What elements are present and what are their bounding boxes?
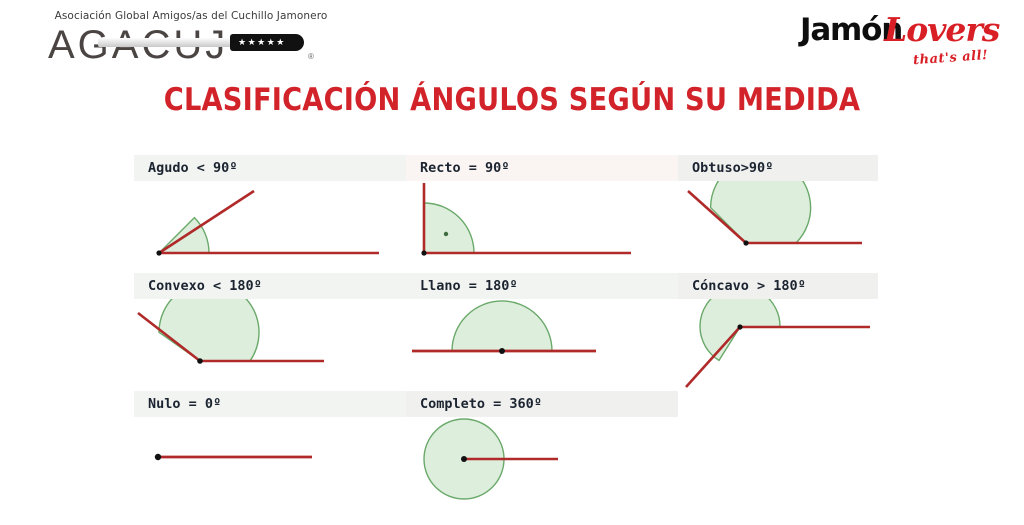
knife-handle-icon <box>230 34 304 51</box>
agacuj-tagline: Asociación Global Amigos/as del Cuchillo… <box>54 10 328 22</box>
angle-label-agudo: Agudo < 90º <box>134 155 406 181</box>
angle-classification-grid: Agudo < 90º Recto = 90º <box>134 155 890 501</box>
angle-vertex-dot <box>499 348 505 354</box>
angle-card-completo: Completo = 360º <box>406 391 678 501</box>
angle-card-convexo: Convexo < 180º <box>134 273 406 391</box>
angle-card-nulo: Nulo = 0º <box>134 391 406 501</box>
angle-vertex-dot <box>743 240 749 246</box>
angle-vertex-dot <box>197 358 203 364</box>
page-title: CLASIFICACIÓN ÁNGULOS SEGÚN SU MEDIDA <box>163 82 861 118</box>
ham-knife-icon: ★★★★★ <box>98 34 304 51</box>
angle-vertex-dot <box>461 456 467 462</box>
angle-row: Agudo < 90º Recto = 90º <box>134 155 890 273</box>
angle-diagram-nulo <box>134 417 386 509</box>
angle-label-completo: Completo = 360º <box>406 391 678 417</box>
angle-label-llano: Llano = 180º <box>406 273 678 299</box>
angle-diagram-agudo <box>134 181 386 273</box>
angle-card-agudo: Agudo < 90º <box>134 155 406 273</box>
angle-sector-convexo <box>158 299 260 362</box>
angle-vertex-dot <box>737 324 743 330</box>
angle-diagram-obtuso <box>678 181 930 273</box>
jamonlovers-word-jamon: Jamón <box>800 12 903 48</box>
registered-trademark-mark: ® <box>308 52 314 61</box>
angle-ray-slanted <box>137 311 201 363</box>
angle-label-recto: Recto = 90º <box>406 155 678 181</box>
angle-sector-recto <box>423 202 475 254</box>
right-angle-marker-dot <box>443 231 449 237</box>
angle-diagram-recto <box>406 181 658 273</box>
five-stars-icon: ★★★★★ <box>238 37 286 47</box>
angle-vertex-dot <box>421 250 427 256</box>
jamonlovers-logo: Jamón Lovers that's all! <box>800 12 1000 72</box>
angle-sector-obtuso <box>709 181 812 244</box>
angle-sector-llano <box>451 300 553 352</box>
angle-label-concavo: Cóncavo > 180º <box>678 273 878 299</box>
angle-row: Convexo < 180º Llano = 180º <box>134 273 890 391</box>
knife-blade-icon <box>98 38 236 47</box>
angle-card-llano: Llano = 180º <box>406 273 678 391</box>
angle-vertex-dot <box>156 250 162 256</box>
angle-row: Nulo = 0º Completo = 360º <box>134 391 890 501</box>
angle-ray-slanted <box>687 190 747 244</box>
jamonlovers-word-lovers: Lovers <box>884 10 1000 49</box>
angle-label-obtuso: Obtuso>90º <box>678 155 878 181</box>
angle-card-obtuso: Obtuso>90º <box>678 155 930 273</box>
page-header: Asociación Global Amigos/as del Cuchillo… <box>0 0 1024 78</box>
angle-label-nulo: Nulo = 0º <box>134 391 406 417</box>
angle-vertex-dot <box>154 453 162 461</box>
angle-ray-slanted <box>685 326 741 388</box>
angle-card-recto: Recto = 90º <box>406 155 678 273</box>
angle-card-concavo: Cóncavo > 180º <box>678 273 930 391</box>
agacuj-logo: Asociación Global Amigos/as del Cuchillo… <box>40 8 330 70</box>
angle-diagram-completo <box>406 417 658 509</box>
angle-diagram-llano <box>406 299 658 391</box>
angle-diagram-concavo <box>678 299 930 391</box>
jamonlovers-tagline: that's all! <box>912 48 989 69</box>
angle-diagram-convexo <box>134 299 386 391</box>
angle-ray-slanted <box>158 189 255 255</box>
angle-sector-concavo <box>699 299 781 362</box>
angle-label-convexo: Convexo < 180º <box>134 273 406 299</box>
